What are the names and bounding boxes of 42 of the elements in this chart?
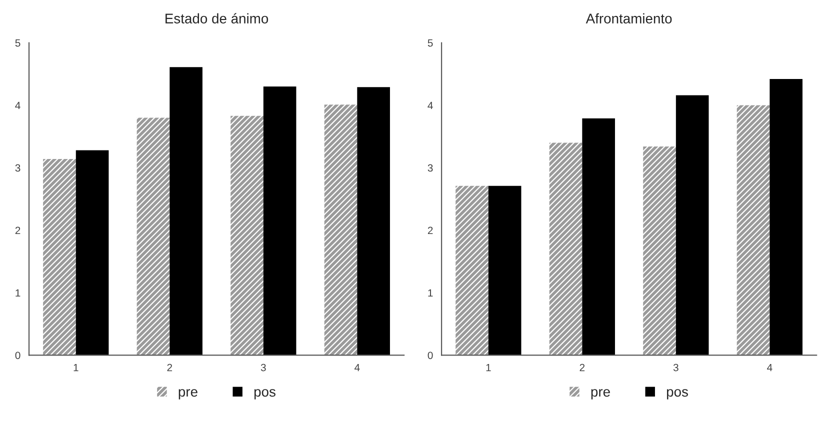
x-tick-label: 4 (354, 364, 360, 372)
legend-label: pre (591, 389, 610, 400)
bar (736, 105, 770, 356)
bar (76, 150, 109, 356)
y-tick-label: 4 (428, 102, 433, 110)
x-tick-label: 3 (673, 364, 678, 372)
chart-title: Estado de ánimo (166, 13, 268, 24)
bar (230, 116, 264, 356)
y-tick-label: 2 (428, 226, 433, 234)
x-tick-label: 2 (167, 364, 172, 372)
y-tick-label: 0 (15, 352, 20, 360)
bar (582, 118, 615, 356)
chart-title: Afrontamiento (586, 13, 672, 24)
legend-label: pos (254, 389, 276, 400)
legend-label: pos (666, 389, 688, 400)
y-tick-label: 4 (15, 102, 20, 110)
bar (324, 104, 358, 356)
x-tick-label: 3 (260, 364, 266, 372)
y-tick-label: 0 (428, 352, 433, 360)
y-tick-label: 1 (428, 289, 433, 297)
y-tick-label: 3 (15, 164, 20, 172)
bar (43, 159, 76, 356)
x-tick-label: 2 (580, 364, 585, 372)
bar (456, 186, 488, 356)
legend-label: pre (178, 389, 198, 400)
y-tick-label: 5 (428, 39, 433, 47)
bar (170, 67, 202, 356)
y-tick-label: 2 (15, 226, 20, 234)
bar (676, 95, 709, 356)
x-tick-label: 1 (74, 364, 78, 372)
x-tick-label: 1 (486, 364, 491, 372)
x-tick-label: 4 (767, 364, 772, 372)
bar (488, 186, 522, 356)
y-tick-label: 5 (15, 39, 20, 47)
bar (136, 118, 170, 356)
bar (770, 79, 802, 356)
bar (357, 87, 390, 356)
bar (549, 142, 582, 356)
y-tick-label: 1 (16, 289, 20, 297)
bar (263, 86, 296, 356)
bar (643, 146, 676, 356)
y-tick-label: 3 (428, 164, 433, 172)
